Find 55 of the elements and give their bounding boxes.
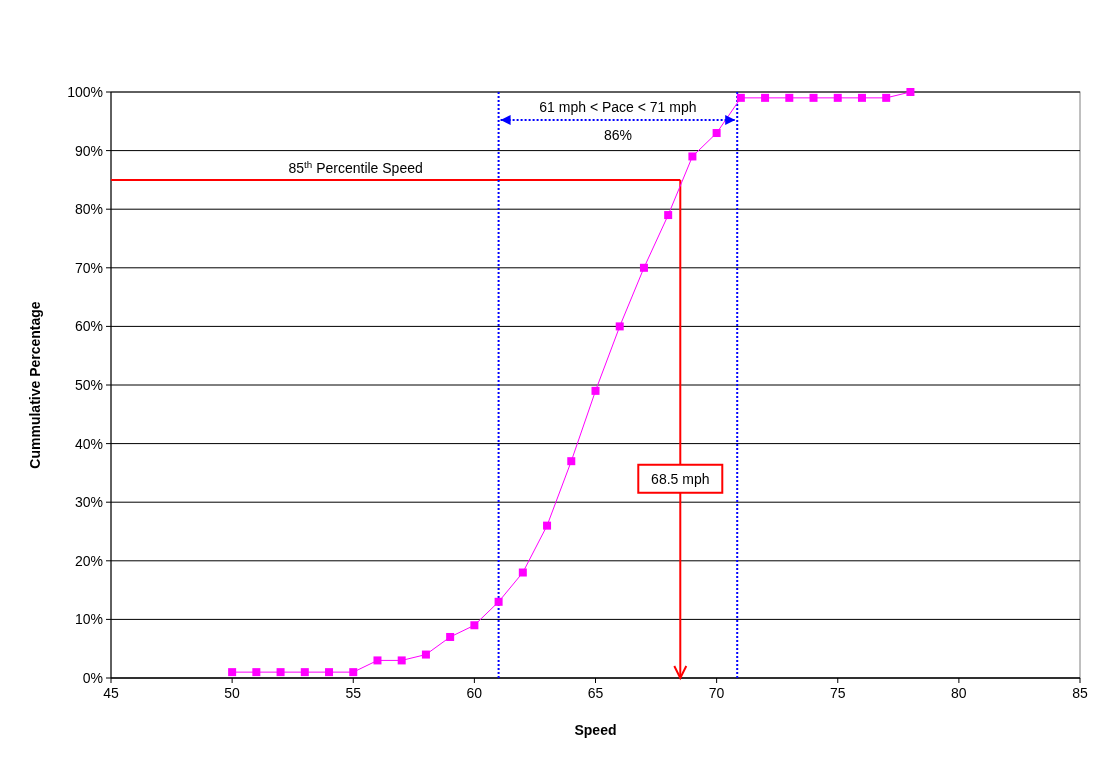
point — [591, 386, 600, 395]
point — [664, 211, 673, 220]
point — [543, 521, 552, 530]
point — [518, 568, 527, 577]
annotation: 86% — [603, 127, 632, 143]
x-tick-label: 50 — [224, 685, 241, 701]
y-tick-label: 80% — [74, 201, 103, 218]
y-tick-label: 30% — [74, 494, 103, 511]
point — [228, 668, 237, 677]
point — [906, 88, 915, 96]
point — [639, 263, 648, 272]
point — [373, 656, 382, 665]
y-tick-label: 20% — [74, 552, 103, 569]
point — [276, 668, 285, 677]
point — [300, 668, 309, 677]
point — [809, 93, 818, 102]
y-tick-label: 90% — [74, 142, 103, 159]
x-axis-title: Speed — [574, 722, 617, 738]
y-tick-label: 50% — [74, 377, 103, 393]
y-tick-label: 0% — [82, 670, 103, 686]
point — [615, 322, 624, 331]
x-tick-label: 75 — [829, 685, 846, 701]
x-tick-label: 65 — [587, 685, 604, 701]
point — [494, 597, 503, 606]
point — [421, 650, 430, 659]
point — [857, 93, 866, 102]
x-tick-label: 85 — [1072, 685, 1088, 701]
x-tick-label: 60 — [466, 685, 483, 701]
x-tick-label: 55 — [345, 685, 362, 701]
ref-line-label: 68.5 mph — [651, 470, 710, 487]
point — [470, 621, 479, 630]
annotation: 61 mph < Pace < 71 mph — [539, 99, 697, 115]
ref-line-label: 85$^{th}$ Percentile Speed — [288, 158, 423, 176]
point — [882, 93, 891, 102]
point — [736, 93, 745, 102]
y-tick-label: 60% — [74, 318, 103, 335]
point — [252, 668, 261, 677]
y-tick-label: 10% — [74, 611, 103, 628]
point — [397, 656, 406, 665]
x-tick-label: 45 — [103, 685, 119, 701]
y-axis-title: Cummulative Percentage — [27, 301, 43, 469]
point — [785, 93, 794, 102]
y-tick-label: 70% — [74, 259, 103, 276]
y-tick-label: 40% — [74, 435, 103, 452]
point — [567, 457, 576, 466]
point — [325, 668, 334, 677]
point — [833, 93, 842, 102]
point — [761, 93, 770, 102]
x-tick-label: 70 — [708, 685, 725, 701]
x-tick-label: 80 — [951, 685, 967, 701]
y-tick-label: 100% — [67, 84, 103, 100]
point — [349, 668, 358, 677]
point — [688, 152, 697, 161]
point — [446, 632, 455, 641]
point — [712, 129, 721, 138]
